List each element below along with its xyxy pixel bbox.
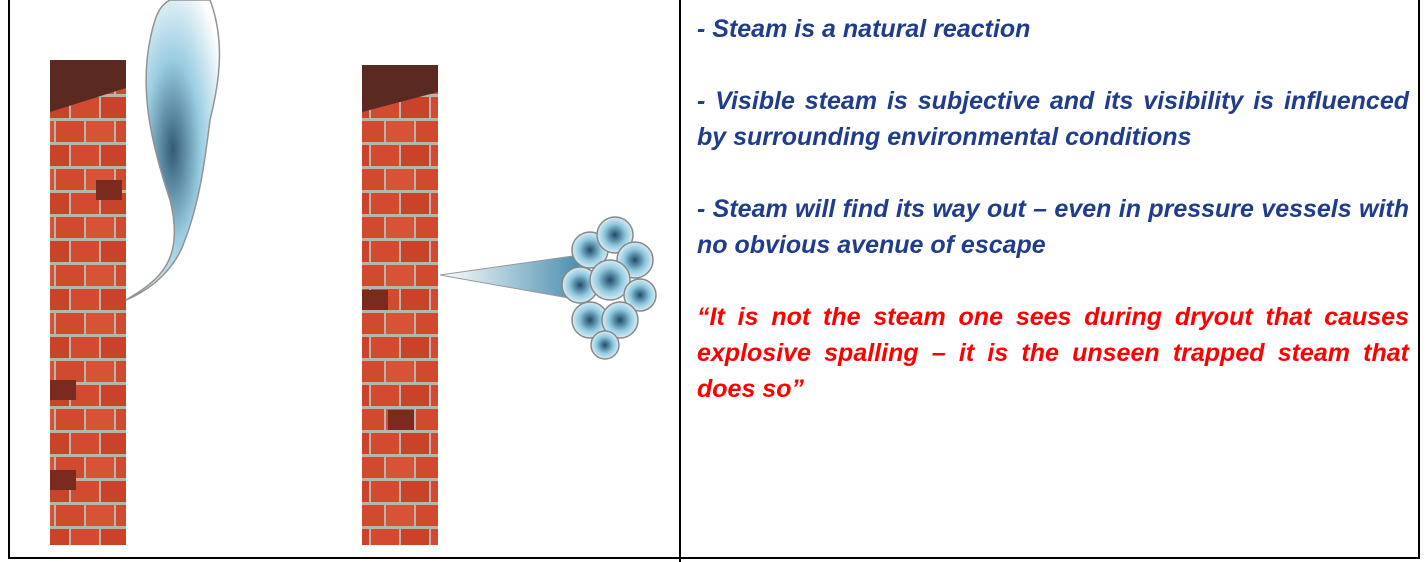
cell-divider bbox=[679, 0, 681, 562]
illustration bbox=[10, 0, 678, 560]
steam-jet bbox=[440, 217, 656, 359]
bullet-point: - Steam will find its way out – even in … bbox=[697, 191, 1409, 263]
text-cell: - Steam is a natural reaction - Visible … bbox=[697, 11, 1409, 443]
steam-rising bbox=[126, 0, 219, 300]
bullet-point: - Steam is a natural reaction bbox=[697, 11, 1409, 47]
wall-left bbox=[50, 60, 126, 545]
bullet-point: - Visible steam is subjective and its vi… bbox=[697, 83, 1409, 155]
page: {"points": ["- Steam is a natural reacti… bbox=[0, 0, 1427, 562]
wall-right bbox=[362, 65, 438, 545]
quote: “It is not the steam one sees during dry… bbox=[697, 299, 1409, 407]
